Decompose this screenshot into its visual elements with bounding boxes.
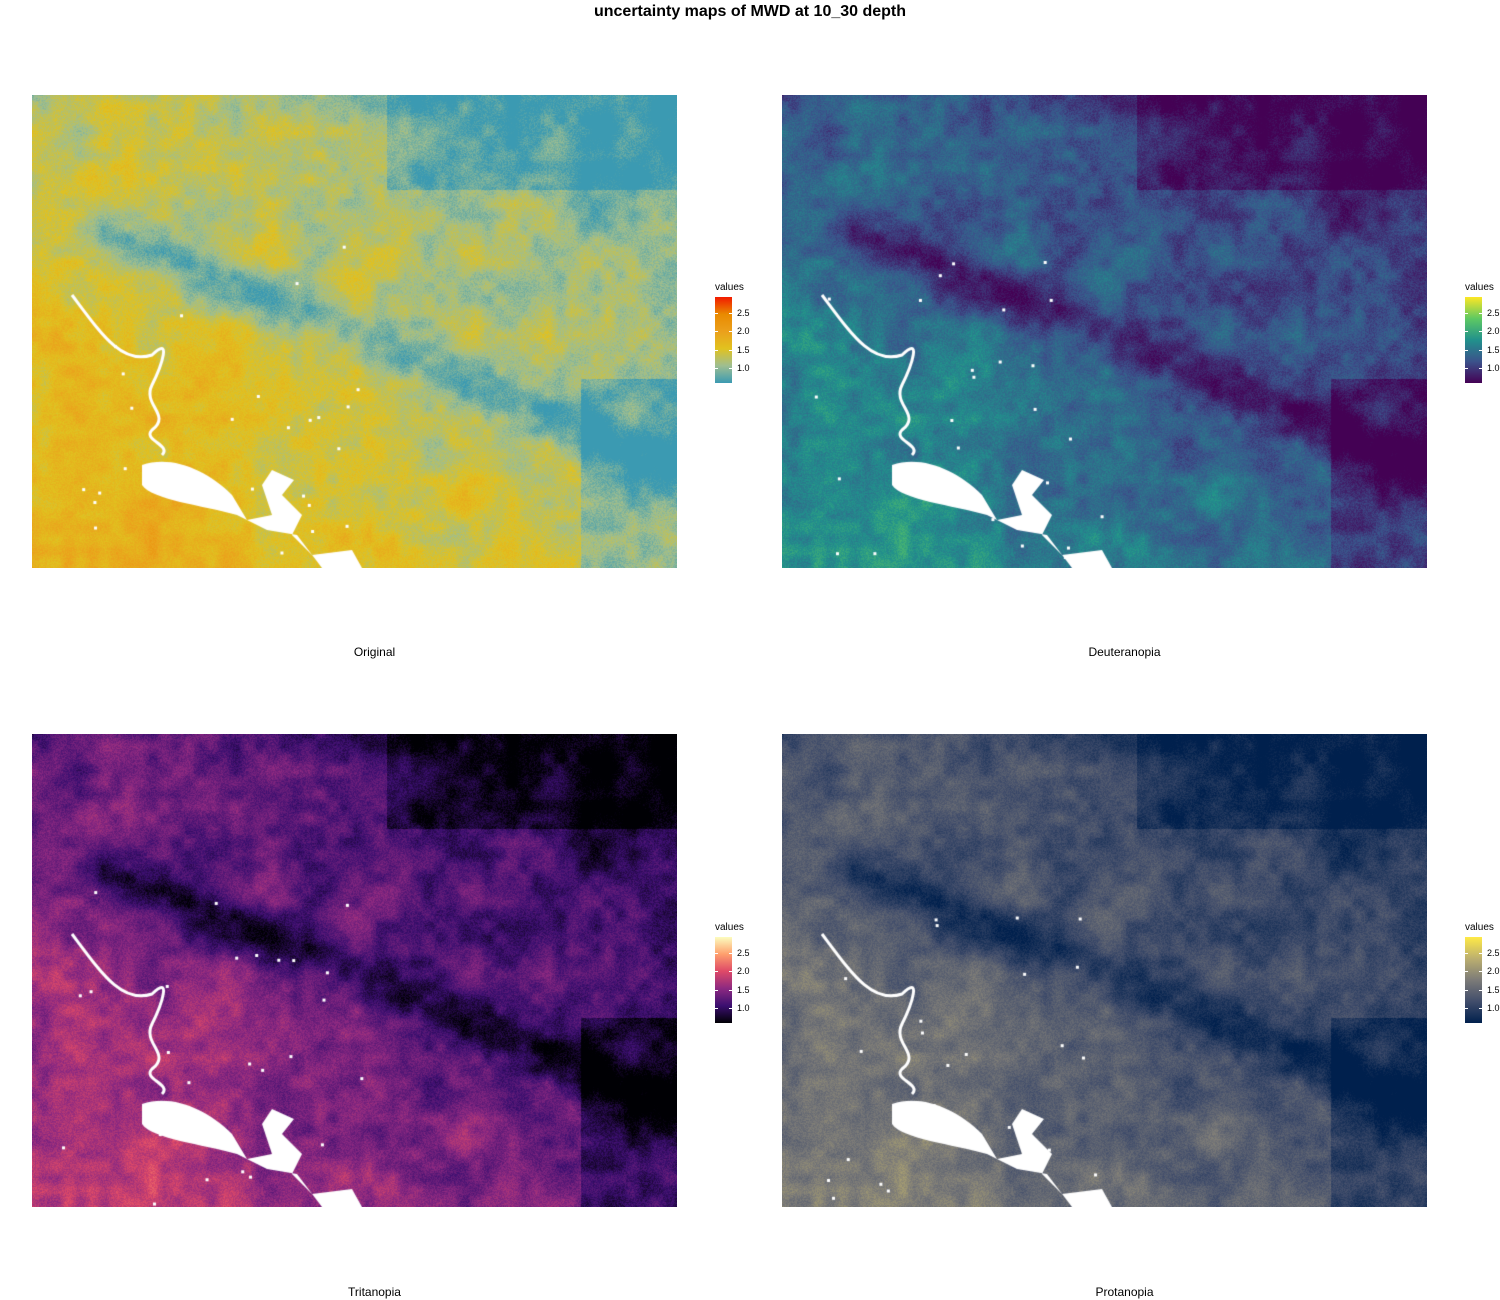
legend-tick-label: 2.0: [737, 326, 750, 336]
legend-tick-label: 2.5: [1487, 948, 1500, 958]
legend-original: values 2.5 2.0 1.5 1.0: [715, 282, 775, 392]
legend-title: values: [1465, 922, 1494, 933]
legend-title: values: [1465, 282, 1494, 293]
map-tritanopia: [32, 734, 677, 1207]
legend-tick-label: 2.5: [1487, 308, 1500, 318]
legend-title: values: [715, 282, 744, 293]
caption-original: Original: [353, 645, 396, 659]
legend-colorbar: [715, 937, 732, 1023]
legend-tick-label: 1.0: [737, 363, 750, 373]
legend-tick-label: 1.0: [737, 1003, 750, 1013]
caption-tritanopia: Tritanopia: [348, 1285, 401, 1299]
legend-tick-label: 2.0: [1487, 326, 1500, 336]
map-protanopia: [782, 734, 1427, 1207]
legend-tick-label: 1.5: [737, 985, 750, 995]
legend-tick-label: 1.5: [737, 345, 750, 355]
legend-colorbar: [1465, 937, 1482, 1023]
legend-tritanopia: values 2.5 2.0 1.5 1.0: [715, 922, 775, 1032]
legend-tick-label: 2.5: [737, 948, 750, 958]
legend-tick-label: 1.5: [1487, 985, 1500, 995]
legend-tick-label: 2.0: [737, 966, 750, 976]
caption-protanopia: Protanopia: [1095, 1285, 1154, 1299]
legend-tick-label: 1.0: [1487, 1003, 1500, 1013]
legend-tick-label: 1.0: [1487, 363, 1500, 373]
legend-protanopia: values 2.5 2.0 1.5 1.0: [1465, 922, 1500, 1032]
legend-colorbar: [1465, 297, 1482, 383]
caption-deuteranopia: Deuteranopia: [1088, 645, 1161, 659]
legend-tick-label: 2.5: [737, 308, 750, 318]
legend-colorbar: [715, 297, 732, 383]
legend-deuteranopia: values 2.5 2.0 1.5 1.0: [1465, 282, 1500, 392]
figure-title: uncertainty maps of MWD at 10_30 depth: [593, 3, 907, 20]
map-original: [32, 95, 677, 568]
map-deuteranopia: [782, 95, 1427, 568]
legend-title: values: [715, 922, 744, 933]
legend-tick-label: 1.5: [1487, 345, 1500, 355]
legend-tick-label: 2.0: [1487, 966, 1500, 976]
